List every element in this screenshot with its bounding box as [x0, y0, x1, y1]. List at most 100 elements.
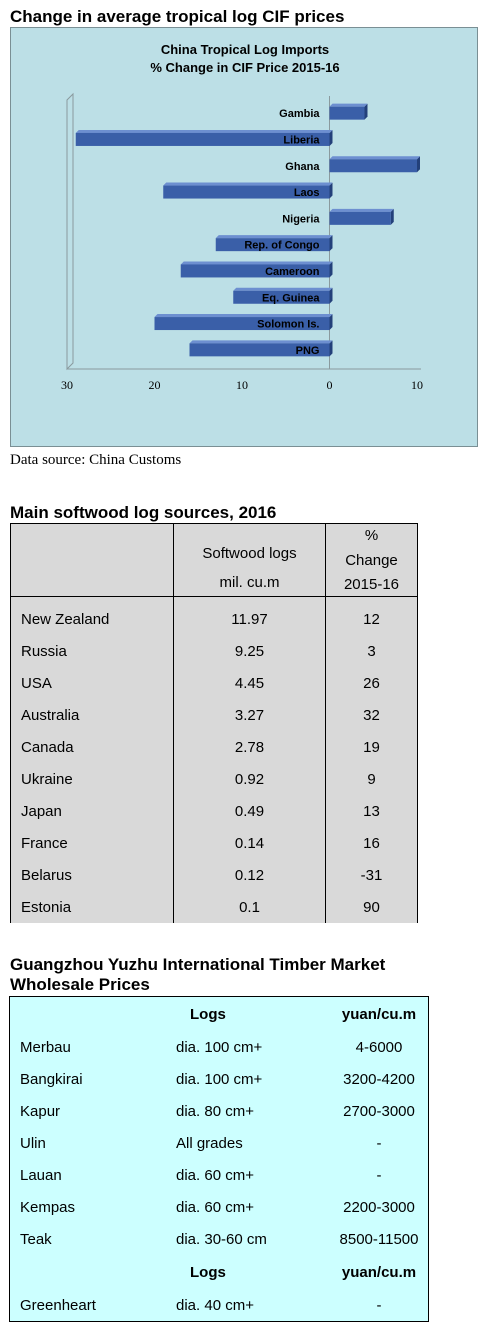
bar-rep-of-congo — [215, 235, 333, 252]
bar-gambia — [329, 103, 368, 120]
bar-front — [163, 185, 330, 199]
timber-price-table: Logs yuan/cu.m Merbau dia. 100 cm+ 4-6000 B… — [9, 996, 429, 1322]
price-cell: 8500-11500 — [339, 1230, 419, 1248]
header-period: 2015-16 — [343, 576, 400, 593]
cif-chart-svg: China Tropical Log Imports % Change in C… — [61, 42, 423, 392]
x-tick-label: 30 — [61, 378, 73, 392]
table-row: Belarus 0.12 -31 — [10, 859, 418, 891]
table-row: New Zealand 11.97 12 — [10, 596, 418, 635]
bar-group: Gambia Liberia Ghana Laos Nigeria Rep. of Con… — [75, 103, 420, 357]
country-cell: Ukraine — [10, 763, 174, 795]
bar-side — [417, 156, 420, 173]
section-title-cif: Change in average tropical log CIF price… — [10, 7, 345, 26]
timber-header-row-2: Logs yuan/cu.m — [10, 1255, 428, 1289]
table-row: Russia 9.25 3 — [10, 635, 418, 667]
species-cell: Ulin — [20, 1134, 46, 1152]
table-row: Estonia 0.1 90 — [10, 891, 418, 923]
header-unit: mil. cu.m — [219, 574, 280, 591]
category-label: Eq. Guinea — [262, 292, 320, 304]
grade-cell: All grades — [176, 1134, 243, 1152]
change-cell: 19 — [325, 731, 418, 763]
section-title-softwood: Main softwood log sources, 2016 — [10, 503, 277, 522]
category-label: Laos — [294, 187, 320, 199]
price-cell: 2700-3000 — [343, 1102, 415, 1120]
timber-body: Merbau dia. 100 cm+ 4-6000 Bangkirai dia. 10… — [10, 1031, 428, 1255]
volume-cell: 3.27 — [173, 699, 326, 731]
bar-top — [329, 208, 394, 212]
grade-cell: dia. 40 cm+ — [176, 1296, 254, 1314]
change-cell: 16 — [325, 827, 418, 859]
header-change-cell: % Change 2015-16 — [325, 523, 418, 597]
grade-cell: dia. 100 cm+ — [176, 1038, 263, 1056]
table-row: Ulin All grades - — [10, 1127, 428, 1159]
grade-cell: dia. 60 cm+ — [176, 1198, 254, 1216]
volume-cell: 0.92 — [173, 763, 326, 795]
category-label: PNG — [296, 345, 320, 357]
table-row: Bangkirai dia. 100 cm+ 3200-4200 — [10, 1063, 428, 1095]
category-label: Rep. of Congo — [244, 240, 319, 252]
species-cell: Lauan — [20, 1166, 62, 1184]
timber-header2-logs: Logs — [190, 1263, 226, 1281]
timber-header-logs: Logs — [190, 1005, 226, 1023]
price-cell: 4-6000 — [355, 1038, 403, 1056]
change-cell: -31 — [325, 859, 418, 891]
bar-top — [329, 103, 368, 107]
bar-top — [215, 235, 333, 239]
grade-cell: dia. 60 cm+ — [176, 1166, 254, 1184]
bar-side — [329, 129, 333, 146]
bar-front — [329, 211, 391, 225]
volume-cell: 0.12 — [173, 859, 326, 891]
table-row: USA 4.45 26 — [10, 667, 418, 699]
bar-front — [189, 343, 330, 357]
bar-liberia — [75, 129, 333, 146]
category-label: Gambia — [279, 108, 320, 120]
bar-top — [189, 340, 333, 344]
change-cell: 26 — [325, 667, 418, 699]
timber-header-price: yuan/cu.m — [341, 1005, 417, 1023]
grade-cell: dia. 80 cm+ — [176, 1102, 254, 1120]
timber-header-row: Logs yuan/cu.m — [10, 997, 428, 1031]
table-row: Kapur dia. 80 cm+ 2700-3000 — [10, 1095, 428, 1127]
softwood-body: New Zealand 11.97 12 Russia 9.25 3 USA 4.45 26 Au… — [10, 596, 418, 923]
bar-side — [390, 208, 394, 225]
softwood-header-row: Softwood logs mil. cu.m % Change 2015-16 — [10, 523, 418, 597]
bar-front — [329, 159, 417, 173]
bar-top — [233, 287, 333, 291]
country-cell: USA — [10, 667, 174, 699]
country-cell: Russia — [10, 635, 174, 667]
x-tick-label: 20 — [149, 378, 161, 392]
grade-cell: dia. 30-60 cm — [176, 1230, 267, 1248]
bar-top — [154, 314, 333, 318]
bar-front — [329, 106, 365, 120]
table-row: Ukraine 0.92 9 — [10, 763, 418, 795]
timber-header-empty — [10, 997, 160, 1031]
bar-side — [329, 314, 333, 331]
bar-side — [329, 261, 333, 278]
change-cell: 90 — [325, 891, 418, 923]
species-cell: Kempas — [20, 1198, 76, 1216]
category-label: Nigeria — [282, 213, 320, 225]
header-softwood-cell: Softwood logs mil. cu.m — [173, 523, 326, 597]
price-cell: - — [376, 1296, 382, 1314]
x-tick-label: 0 — [327, 378, 333, 392]
table-row: Lauan dia. 60 cm+ - — [10, 1159, 428, 1191]
bar-top — [75, 129, 333, 133]
change-cell: 13 — [325, 795, 418, 827]
category-label: Ghana — [285, 161, 320, 173]
change-cell: 3 — [325, 635, 418, 667]
bar-front — [180, 264, 330, 278]
category-label: Solomon Is. — [257, 319, 319, 331]
bar-front — [154, 317, 330, 331]
category-label: Cameroon — [265, 266, 320, 278]
header-softwood-logs: Softwood logs — [202, 545, 297, 562]
bar-top — [180, 261, 333, 265]
price-cell: 2200-3000 — [343, 1198, 415, 1216]
volume-cell: 0.49 — [173, 795, 326, 827]
bar-front — [233, 290, 330, 304]
table-row: Japan 0.49 13 — [10, 795, 418, 827]
table-row: Canada 2.78 19 — [10, 731, 418, 763]
change-cell: 32 — [325, 699, 418, 731]
species-cell: Kapur — [20, 1102, 61, 1120]
bar-solomon-is — [154, 314, 333, 331]
change-cell: 9 — [325, 763, 418, 795]
